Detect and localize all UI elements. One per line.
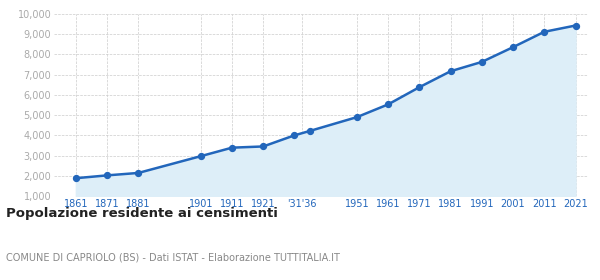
Point <box>305 129 315 133</box>
Point <box>539 30 549 34</box>
Text: COMUNE DI CAPRIOLO (BS) - Dati ISTAT - Elaborazione TUTTITALIA.IT: COMUNE DI CAPRIOLO (BS) - Dati ISTAT - E… <box>6 252 340 262</box>
Point <box>415 85 424 89</box>
Point <box>477 60 487 64</box>
Point <box>446 69 455 73</box>
Point <box>383 102 393 107</box>
Point <box>259 144 268 149</box>
Point <box>102 173 112 178</box>
Point <box>571 23 580 28</box>
Text: Popolazione residente ai censimenti: Popolazione residente ai censimenti <box>6 207 278 220</box>
Point <box>508 45 518 49</box>
Point <box>352 115 362 119</box>
Point <box>290 133 299 137</box>
Point <box>71 176 80 180</box>
Point <box>134 171 143 175</box>
Point <box>227 145 237 150</box>
Point <box>196 154 206 158</box>
